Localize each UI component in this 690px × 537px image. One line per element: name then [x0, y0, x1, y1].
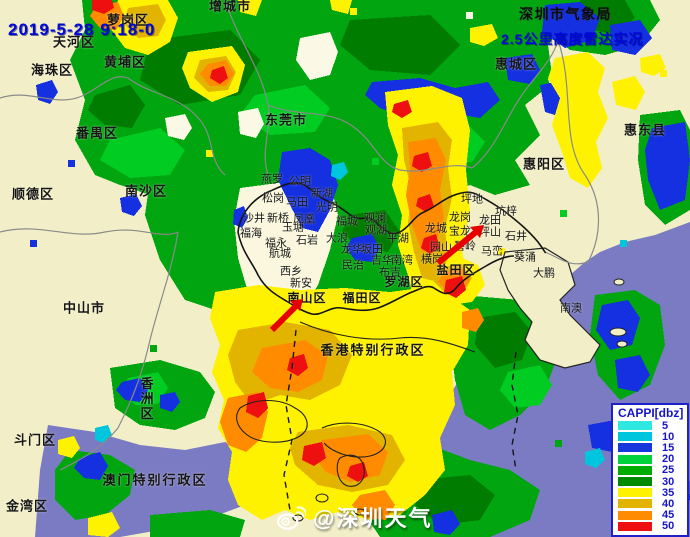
legend-swatch-30 — [618, 477, 652, 487]
admin-boundaries — [0, 0, 600, 471]
legend-swatch-5 — [618, 421, 652, 431]
legend-swatch-35 — [618, 488, 652, 498]
legend-value-40: 40 — [662, 497, 675, 510]
legend-row-40: 40 — [618, 497, 684, 510]
product-title: 2.5公里高度雷达实况 — [501, 31, 644, 47]
legend-value-20: 20 — [662, 453, 675, 466]
legend-row-45: 45 — [618, 509, 684, 522]
legend-value-25: 25 — [662, 464, 675, 477]
reflectivity-legend: CAPPI[dbz] 5 10 15 20 25 30 35 40 45 50 — [611, 403, 689, 537]
legend-row-15: 15 — [618, 441, 684, 454]
legend-row-25: 25 — [618, 464, 684, 477]
watermark: @深圳天气 — [276, 501, 432, 533]
dapeng-peninsula — [499, 247, 628, 369]
legend-swatch-45 — [618, 510, 652, 520]
legend-rows: 5 10 15 20 25 30 35 40 45 50 — [618, 420, 684, 532]
legend-row-50: 50 — [618, 520, 684, 533]
legend-swatch-20 — [618, 454, 652, 464]
legend-row-20: 20 — [618, 453, 684, 466]
legend-row-5: 5 — [618, 419, 684, 432]
legend-row-10: 10 — [618, 430, 684, 443]
hk-macau-outlines — [236, 321, 476, 522]
legend-value-30: 30 — [662, 475, 675, 488]
agency-name: 深圳市气象局 — [519, 6, 612, 22]
legend-value-15: 15 — [662, 441, 675, 454]
legend-value-5: 5 — [662, 419, 669, 432]
watermark-handle: @深圳天气 — [313, 506, 433, 531]
shenzhen-boundary — [237, 181, 547, 316]
legend-value-45: 45 — [662, 509, 675, 522]
dashed-boundaries — [283, 329, 519, 511]
legend-row-35: 35 — [618, 486, 684, 499]
legend-row-30: 30 — [618, 475, 684, 488]
legend-title: CAPPI[dbz] — [618, 406, 684, 420]
legend-swatch-50 — [618, 521, 652, 531]
legend-swatch-25 — [618, 465, 652, 475]
weibo-icon — [277, 505, 306, 530]
legend-swatch-10 — [618, 432, 652, 442]
legend-swatch-40 — [618, 499, 652, 509]
legend-value-50: 50 — [662, 520, 675, 533]
legend-swatch-15 — [618, 443, 652, 453]
legend-value-35: 35 — [662, 486, 675, 499]
legend-value-10: 10 — [662, 430, 675, 443]
timestamp: 2019-5-28 9:18-0 — [8, 20, 156, 39]
